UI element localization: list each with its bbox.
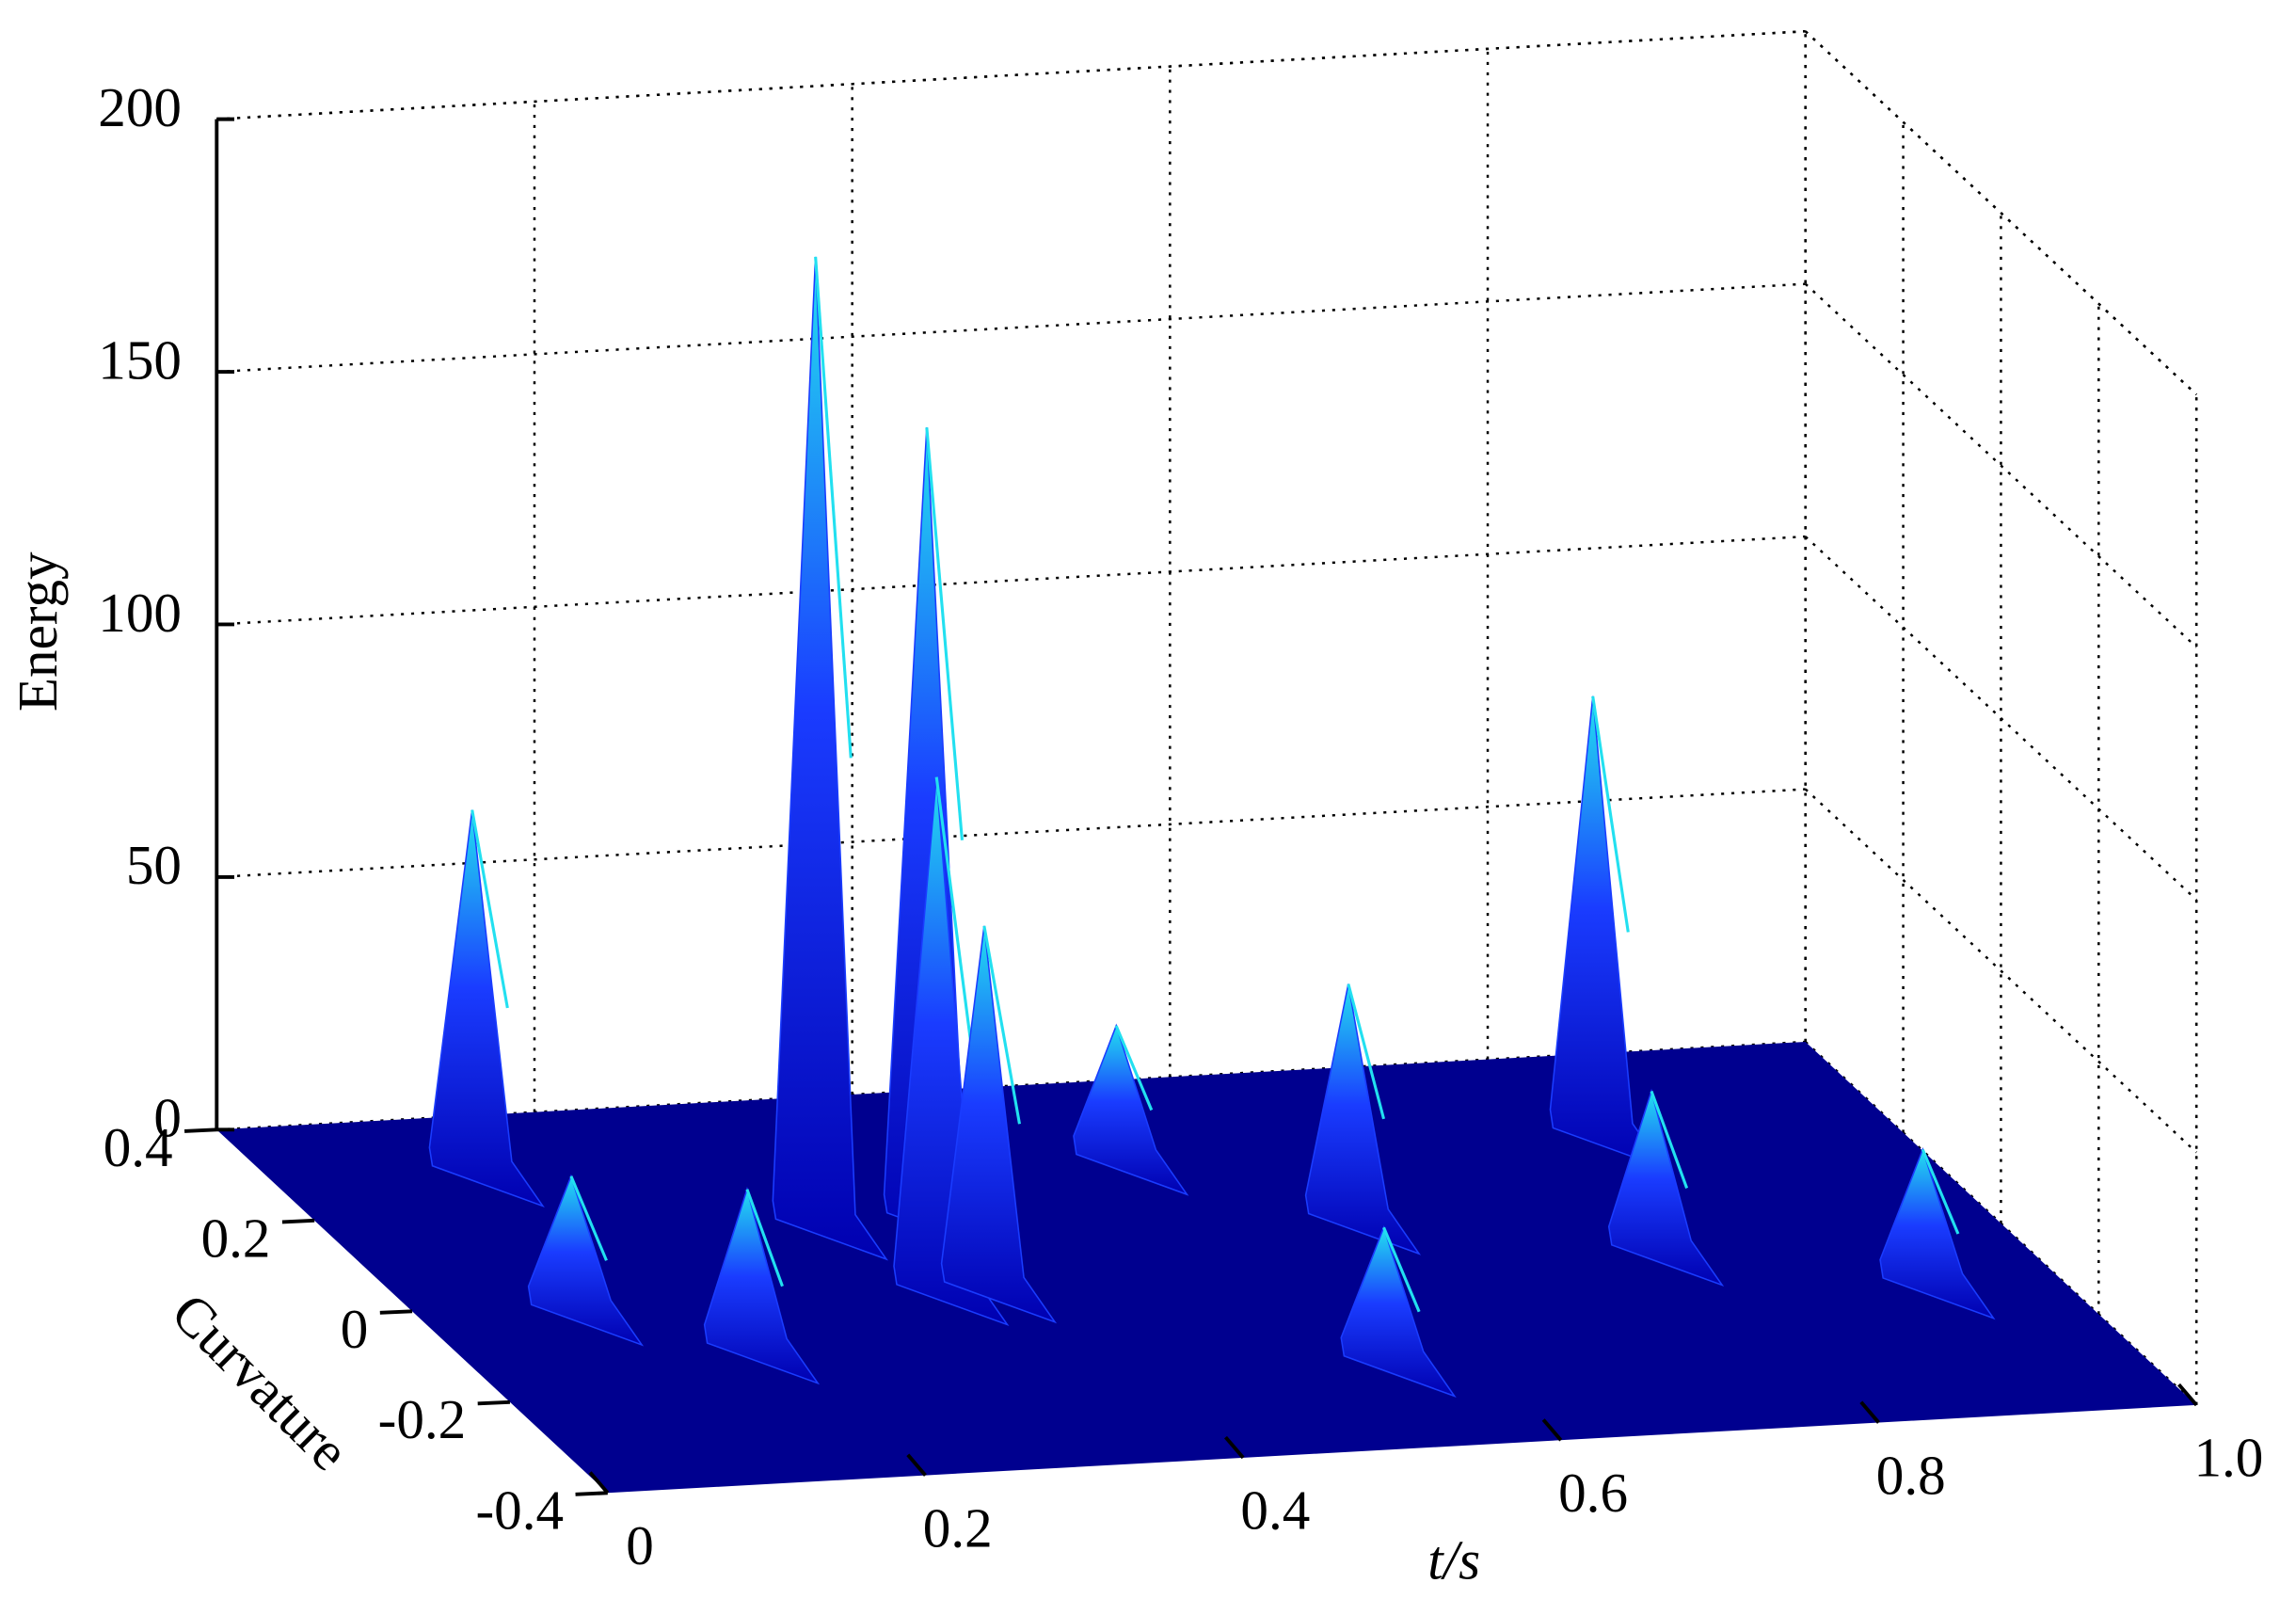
z-tick-label: 200 — [98, 76, 182, 138]
y-tick — [281, 1218, 315, 1224]
peak — [940, 925, 1058, 1324]
y-tick-label: 0.2 — [201, 1207, 271, 1269]
x-tick-label: 0.6 — [1558, 1462, 1628, 1524]
grid-line — [1804, 788, 2198, 1154]
y-tick — [477, 1399, 511, 1406]
y-tick-label: -0.4 — [475, 1479, 564, 1542]
y-axis-label: Curvature — [160, 1281, 361, 1482]
peak — [1304, 983, 1422, 1255]
peak — [772, 256, 888, 1261]
peak-crest — [745, 1189, 784, 1287]
peak-crest — [1650, 1090, 1689, 1189]
z-tick-label: 100 — [98, 582, 182, 644]
y-tick-label: 0.4 — [104, 1116, 173, 1178]
peak-crest — [1921, 1148, 1960, 1235]
y-tick — [575, 1491, 608, 1496]
grid-line — [1804, 536, 2198, 901]
peak — [428, 809, 545, 1207]
peak-crest — [925, 427, 964, 840]
z-tick-label: 50 — [126, 834, 182, 896]
z-tick-label: 0 — [153, 1087, 182, 1149]
x-tick-label: 0.2 — [923, 1496, 993, 1559]
x-tick-label: 1.0 — [2193, 1427, 2263, 1489]
peak-crest — [1114, 1025, 1154, 1111]
y-tick-label: -0.2 — [378, 1388, 467, 1450]
grid-line — [1804, 282, 2198, 648]
z-tick-label: 150 — [98, 328, 182, 391]
peak-crest — [934, 776, 974, 1051]
x-tick — [1541, 1418, 1563, 1442]
peak — [1607, 1088, 1725, 1287]
peak-crest — [814, 256, 853, 759]
x-tick — [588, 1471, 610, 1495]
x-tick — [906, 1453, 927, 1477]
grid-line — [1804, 1041, 2198, 1406]
peak-crest — [982, 925, 1021, 1125]
x-tick — [2177, 1383, 2198, 1407]
y-tick-label: 0 — [341, 1298, 369, 1360]
x-tick-label: 0 — [626, 1514, 654, 1576]
peak — [703, 1186, 821, 1385]
y-tick — [379, 1309, 413, 1315]
x-tick — [1859, 1400, 1880, 1424]
x-tick — [1223, 1435, 1245, 1460]
peak-crest — [569, 1175, 608, 1261]
peak-crest — [1382, 1226, 1421, 1313]
grid-line — [216, 30, 1806, 120]
peak — [527, 1174, 645, 1347]
z-axis-label: Energy — [7, 552, 69, 712]
peak — [1340, 1224, 1457, 1398]
grid-line — [216, 788, 1806, 879]
x-tick-label: 0.4 — [1240, 1479, 1310, 1542]
peak — [1879, 1147, 1996, 1320]
y-tick — [183, 1127, 217, 1133]
x-axis-label: t/s — [1427, 1529, 1480, 1591]
floor — [216, 1041, 2197, 1494]
grid-line — [216, 282, 1806, 374]
peak — [893, 776, 1010, 1327]
grid-line — [1804, 30, 2198, 396]
x-tick-label: 0.8 — [1876, 1444, 1946, 1506]
peak-crest — [1591, 696, 1630, 933]
peak — [1073, 1023, 1189, 1196]
grid-line — [216, 535, 1806, 626]
peak-crest — [470, 809, 509, 1009]
peak-crest — [1347, 983, 1386, 1120]
